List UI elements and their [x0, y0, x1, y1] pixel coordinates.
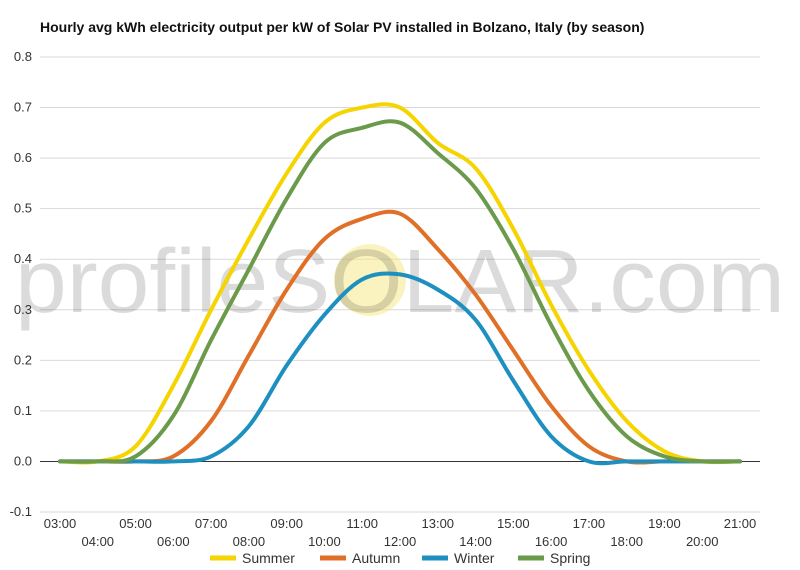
- series-lines: [58, 102, 742, 466]
- x-tick-label: 16:00: [535, 534, 568, 549]
- y-tick-label: 0.8: [14, 49, 32, 64]
- y-tick-label: 0.2: [14, 352, 32, 367]
- x-tick-label: 08:00: [233, 534, 266, 549]
- x-tick-label: 18:00: [610, 534, 643, 549]
- legend-label-summer: Summer: [242, 550, 295, 566]
- series-line-winter: [58, 271, 742, 466]
- legend-label-winter: Winter: [454, 550, 495, 566]
- chart-title: Hourly avg kWh electricity output per kW…: [40, 19, 645, 35]
- x-tick-label: 07:00: [195, 516, 228, 531]
- x-tick-label: 03:00: [44, 516, 77, 531]
- legend: Summer Autumn Winter Spring: [210, 550, 590, 566]
- x-tick-label: 14:00: [459, 534, 492, 549]
- x-tick-label: 11:00: [346, 516, 378, 531]
- series-line-summer: [58, 102, 742, 465]
- y-tick-label: 0.5: [14, 201, 32, 216]
- x-tick-label: 19:00: [648, 516, 681, 531]
- y-axis-ticks: -0.1 0.0 0.1 0.2 0.3 0.4 0.5 0.6 0.7 0.8: [10, 49, 32, 519]
- x-tick-label: 09:00: [270, 516, 303, 531]
- x-axis-ticks: 03:00 04:00 05:00 06:00 07:00 08:00 09:00 10:00…: [44, 516, 757, 549]
- y-tick-label: 0.4: [14, 251, 32, 266]
- x-tick-label: 04:00: [82, 534, 115, 549]
- y-tick-label: -0.1: [10, 504, 32, 519]
- x-tick-label: 17:00: [573, 516, 606, 531]
- x-tick-label: 06:00: [157, 534, 190, 549]
- x-tick-label: 20:00: [686, 534, 719, 549]
- y-tick-label: 0.1: [14, 403, 32, 418]
- legend-label-spring: Spring: [550, 550, 590, 566]
- x-tick-label: 10:00: [308, 534, 341, 549]
- legend-label-autumn: Autumn: [352, 550, 400, 566]
- watermark: profileSOLAR.com: [15, 232, 785, 332]
- x-tick-label: 21:00: [724, 516, 757, 531]
- watermark-sun: [334, 244, 406, 316]
- watermark-text: profileSOLAR.com: [15, 232, 785, 332]
- y-tick-label: 0.6: [14, 150, 32, 165]
- series-line-spring: [58, 119, 742, 464]
- x-tick-label: 05:00: [119, 516, 152, 531]
- gridlines: [40, 56, 760, 513]
- y-tick-label: 0.7: [14, 100, 32, 115]
- x-tick-label: 13:00: [422, 516, 455, 531]
- y-tick-label: 0.3: [14, 302, 32, 317]
- x-tick-label: 12:00: [384, 534, 417, 549]
- y-tick-label: 0.0: [14, 453, 32, 468]
- x-tick-label: 15:00: [497, 516, 530, 531]
